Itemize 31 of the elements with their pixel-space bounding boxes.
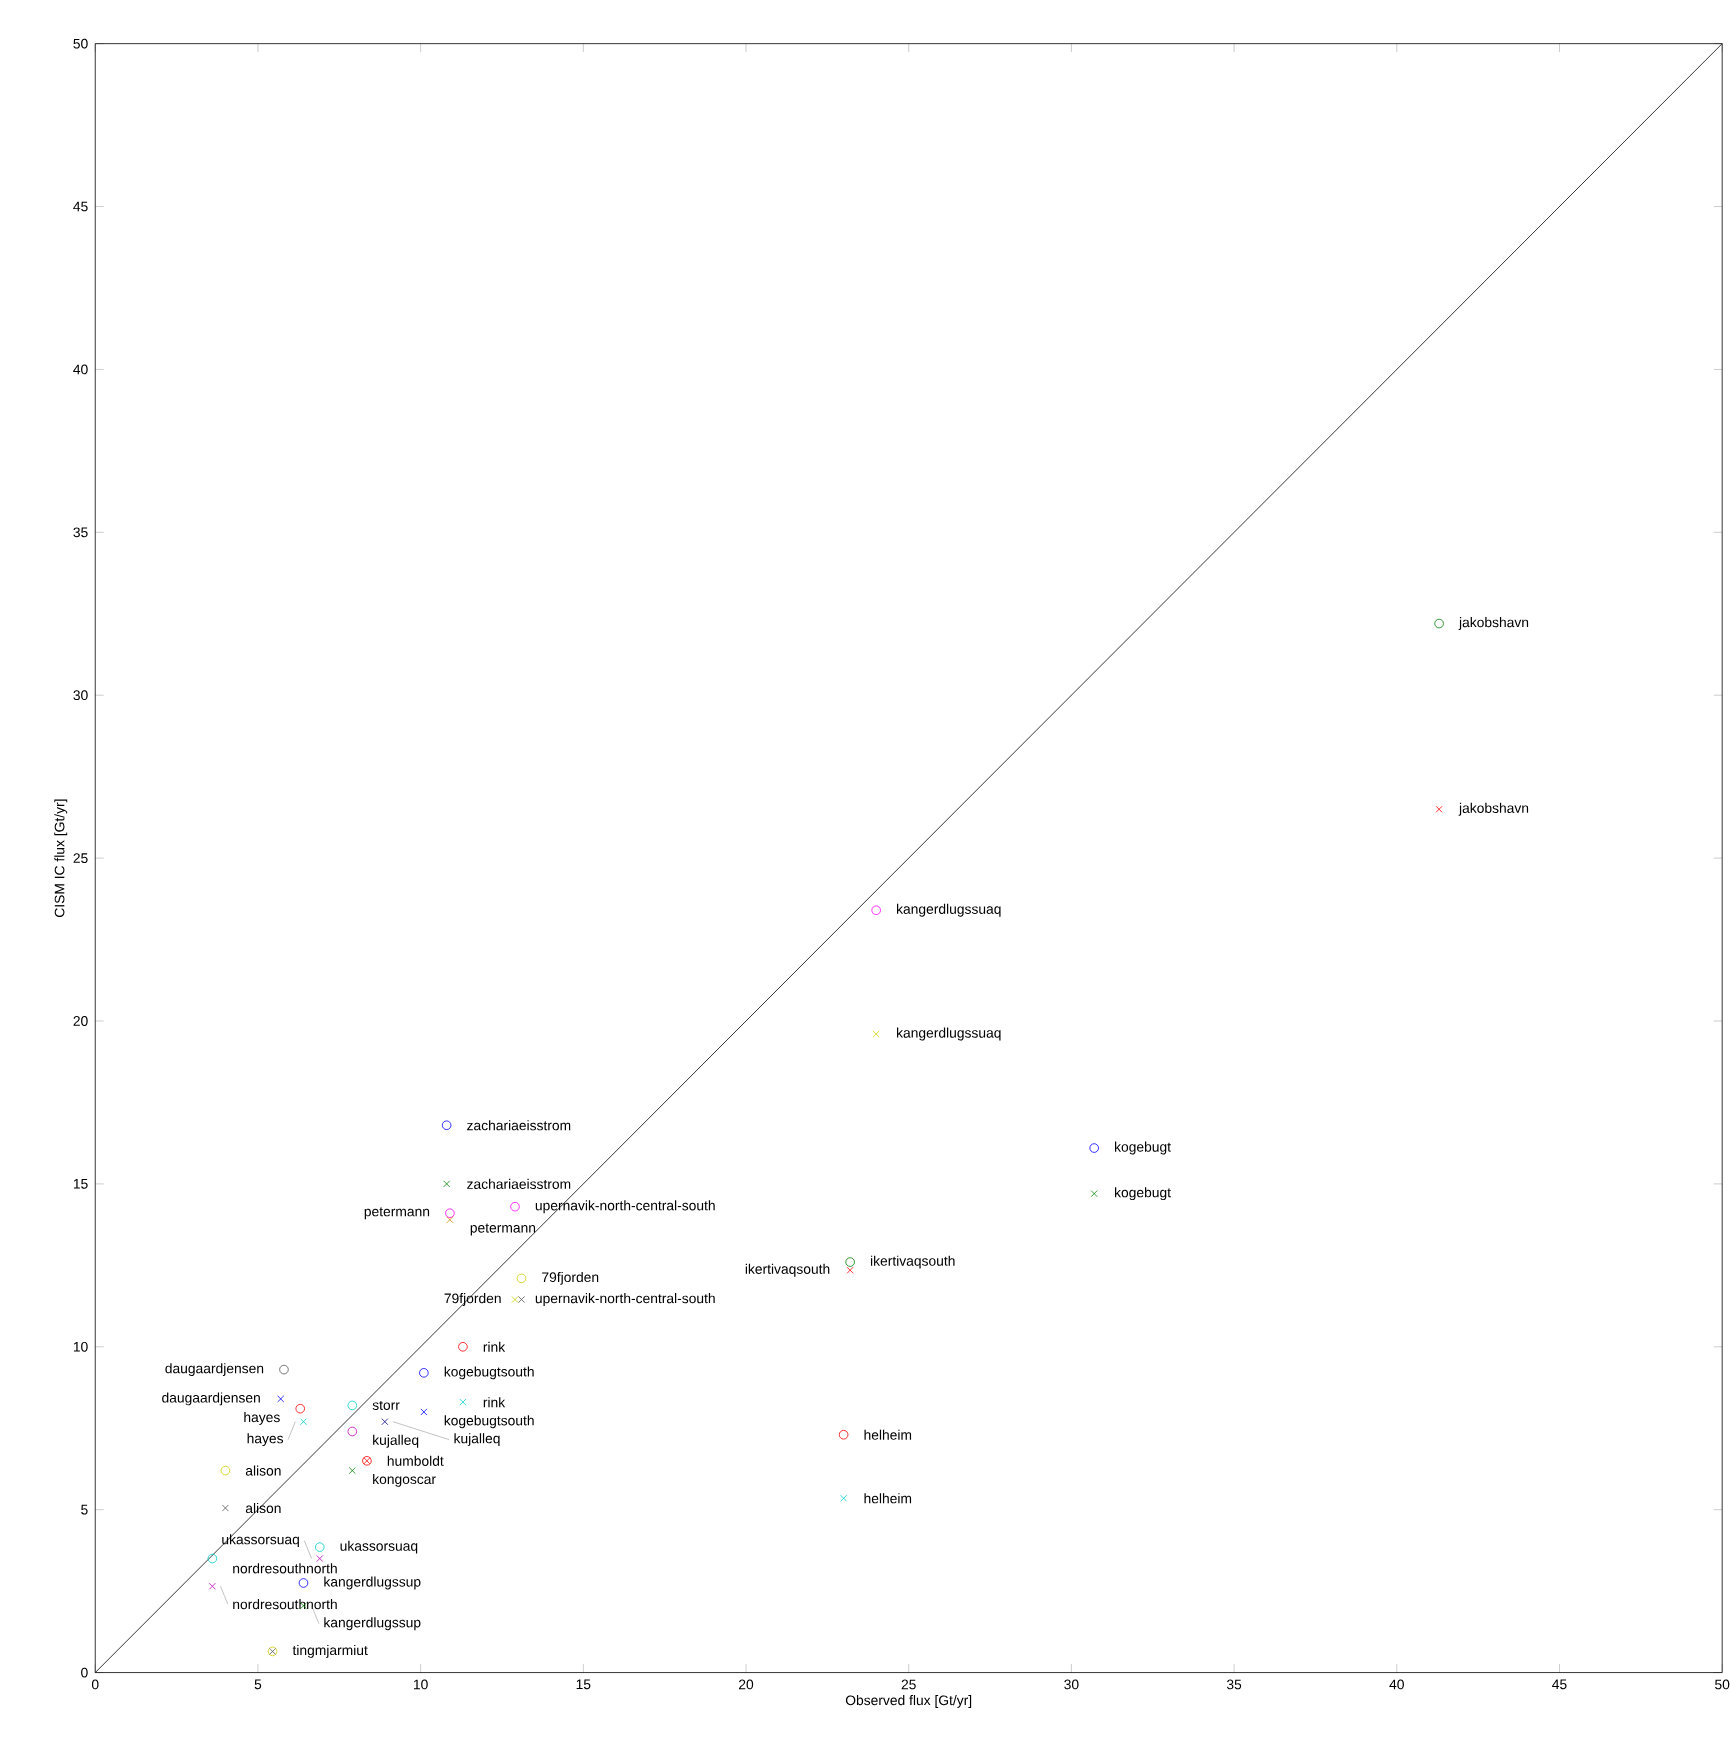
point	[298, 1578, 309, 1588]
point	[347, 1426, 358, 1437]
point	[295, 1403, 305, 1414]
point	[1089, 1143, 1099, 1153]
point	[516, 1273, 527, 1284]
point	[445, 1208, 455, 1218]
point	[511, 1296, 519, 1304]
point	[459, 1398, 467, 1406]
point	[299, 1418, 307, 1426]
point	[314, 1542, 325, 1552]
point	[207, 1553, 218, 1564]
point	[458, 1342, 468, 1352]
point	[446, 1216, 454, 1224]
point	[838, 1429, 849, 1440]
point	[279, 1364, 289, 1375]
point	[220, 1465, 231, 1476]
point	[872, 1030, 880, 1038]
point	[871, 905, 881, 915]
point	[1090, 1190, 1098, 1198]
point	[347, 1400, 358, 1411]
point	[381, 1418, 389, 1426]
point	[510, 1201, 520, 1212]
point	[840, 1494, 848, 1502]
point	[221, 1504, 229, 1512]
point	[443, 1180, 451, 1188]
point	[441, 1120, 452, 1130]
point	[419, 1368, 429, 1378]
point	[348, 1467, 356, 1475]
point	[316, 1555, 324, 1563]
point	[517, 1296, 525, 1304]
point	[208, 1582, 216, 1590]
